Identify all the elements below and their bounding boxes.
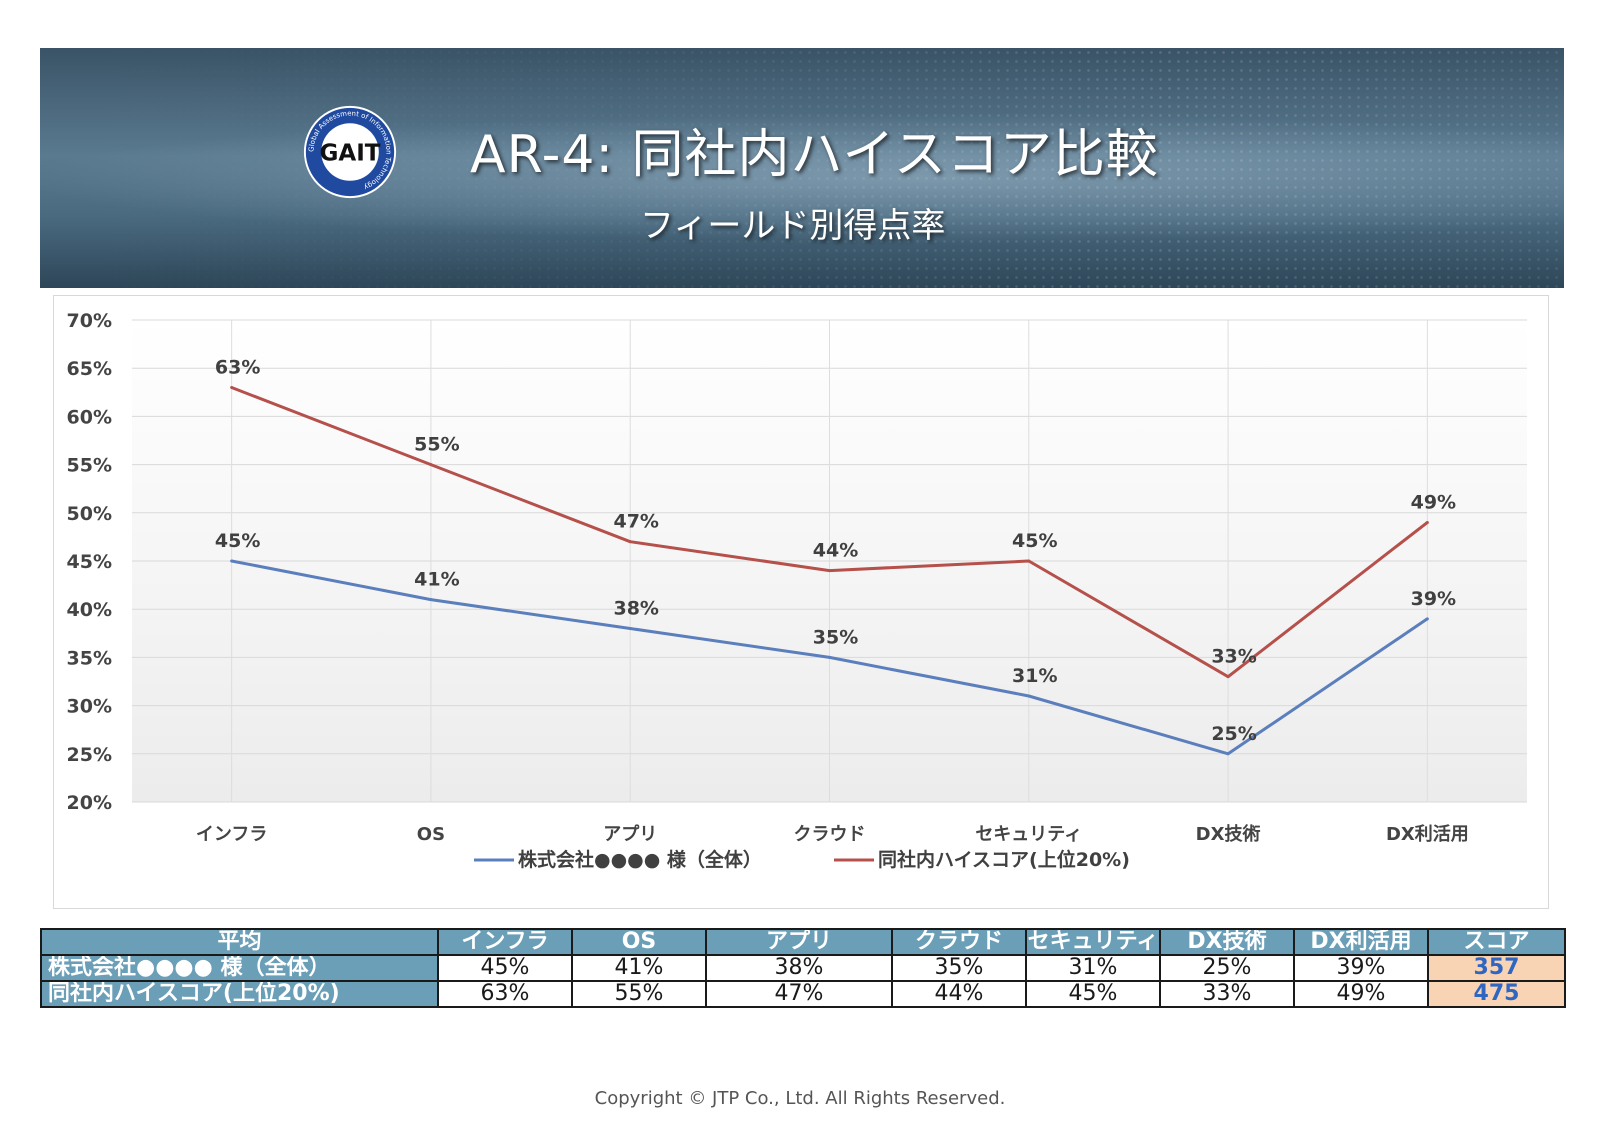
data-point bbox=[1226, 752, 1230, 756]
table-cell: 39% bbox=[1293, 954, 1429, 982]
line-chart-panel: 20% 25% 30% 35% 40% 45% 50% 55% 60% 65% 70% インフラ OS ア… bbox=[53, 295, 1549, 909]
data-label: 41% bbox=[414, 569, 459, 591]
banner-pattern bbox=[40, 48, 1564, 288]
logo-text: GAIT bbox=[319, 141, 380, 167]
table-cell: 38% bbox=[705, 954, 893, 982]
table-cell: 31% bbox=[1025, 954, 1161, 982]
data-point bbox=[230, 385, 234, 389]
data-label: 25% bbox=[1211, 723, 1256, 745]
table-cell: 49% bbox=[1293, 980, 1429, 1008]
data-label: 47% bbox=[613, 511, 658, 533]
table-header-cell: DX利活用 bbox=[1293, 928, 1429, 956]
copyright-text: Copyright © JTP Co., Ltd. All Rights Res… bbox=[594, 1088, 1006, 1109]
data-label: 45% bbox=[215, 530, 260, 552]
data-point bbox=[1027, 694, 1031, 698]
table-row: 株式会社●●●● 様（全体） 45% 41% 38% 35% 31% 25% 3… bbox=[40, 954, 1566, 982]
table-header-cell: スコア bbox=[1427, 928, 1566, 956]
data-point bbox=[429, 463, 433, 467]
table-cell: 33% bbox=[1159, 980, 1295, 1008]
y-tick-label: 65% bbox=[67, 358, 112, 380]
x-tick-label: アプリ bbox=[603, 823, 657, 845]
table-cell: 25% bbox=[1159, 954, 1295, 982]
table-cell: 55% bbox=[571, 980, 707, 1008]
data-label: 39% bbox=[1411, 588, 1456, 610]
line-chart: 20% 25% 30% 35% 40% 45% 50% 55% 60% 65% 70% インフラ OS ア… bbox=[67, 310, 1527, 871]
table-header-cell: 平均 bbox=[40, 928, 439, 956]
table-cell: 44% bbox=[891, 980, 1027, 1008]
data-point bbox=[1226, 675, 1230, 679]
x-tick-label: インフラ bbox=[196, 824, 267, 845]
y-tick-label: 45% bbox=[67, 551, 112, 573]
score-cell: 357 bbox=[1427, 954, 1566, 982]
row-label: 同社内ハイスコア(上位20%) bbox=[40, 980, 439, 1008]
table-header-row: 平均 インフラ OS アプリ クラウド セキュリティ DX技術 DX利活用 スコ… bbox=[40, 928, 1566, 956]
legend-label: 同社内ハイスコア(上位20%) bbox=[878, 848, 1130, 871]
row-label: 株式会社●●●● 様（全体） bbox=[40, 954, 439, 982]
banner-glow bbox=[40, 108, 1564, 248]
data-point bbox=[429, 598, 433, 602]
x-tick-label: クラウド bbox=[794, 824, 866, 845]
table-header-cell: クラウド bbox=[891, 928, 1027, 956]
data-point bbox=[230, 559, 234, 563]
data-label: 55% bbox=[414, 434, 459, 456]
table-cell: 45% bbox=[1025, 980, 1161, 1008]
table-header-cell: インフラ bbox=[437, 928, 573, 956]
y-tick-label: 35% bbox=[67, 647, 112, 669]
y-tick-label: 30% bbox=[67, 696, 112, 718]
score-table: 平均 インフラ OS アプリ クラウド セキュリティ DX技術 DX利活用 スコ… bbox=[40, 928, 1566, 1008]
data-label: 44% bbox=[813, 540, 858, 562]
score-cell: 475 bbox=[1427, 980, 1566, 1008]
y-tick-label: 20% bbox=[67, 792, 112, 814]
y-tick-label: 70% bbox=[67, 310, 112, 332]
page-title: AR-4: 同社内ハイスコア比較 bbox=[470, 125, 1159, 185]
table-cell: 41% bbox=[571, 954, 707, 982]
data-label: 33% bbox=[1211, 646, 1256, 668]
y-tick-label: 40% bbox=[67, 599, 112, 621]
data-point bbox=[828, 569, 831, 573]
table-header-cell: セキュリティ bbox=[1025, 928, 1161, 956]
data-label: 49% bbox=[1411, 491, 1456, 513]
data-point bbox=[828, 655, 831, 659]
page-subtitle: フィールド別得点率 bbox=[640, 206, 946, 246]
table-row: 同社内ハイスコア(上位20%) 63% 55% 47% 44% 45% 33% … bbox=[40, 980, 1566, 1008]
table-cell: 47% bbox=[705, 980, 893, 1008]
x-tick-label: DX利活用 bbox=[1386, 823, 1469, 845]
y-tick-label: 25% bbox=[67, 744, 112, 766]
table-cell: 45% bbox=[437, 954, 573, 982]
y-tick-label: 50% bbox=[67, 503, 112, 525]
data-label: 31% bbox=[1012, 665, 1057, 687]
table-header-cell: アプリ bbox=[705, 928, 893, 956]
x-tick-label: OS bbox=[417, 824, 445, 845]
data-point bbox=[1027, 559, 1031, 563]
gait-logo: Global Assessment of Information Technol… bbox=[303, 105, 397, 199]
legend-label: 株式会社●●●● 様（全体） bbox=[518, 848, 762, 871]
data-point bbox=[628, 540, 632, 544]
data-point bbox=[1425, 520, 1429, 524]
table-cell: 35% bbox=[891, 954, 1027, 982]
data-label: 35% bbox=[813, 626, 858, 648]
data-point bbox=[1425, 617, 1429, 621]
data-label: 45% bbox=[1012, 530, 1057, 552]
y-tick-label: 60% bbox=[67, 406, 112, 428]
header-banner: Global Assessment of Information Technol… bbox=[40, 48, 1564, 288]
data-point bbox=[628, 626, 632, 630]
table-header-cell: OS bbox=[571, 928, 707, 956]
table-cell: 63% bbox=[437, 980, 573, 1008]
data-label: 38% bbox=[613, 597, 658, 619]
table-header-cell: DX技術 bbox=[1159, 928, 1295, 956]
data-label: 63% bbox=[215, 356, 260, 378]
x-tick-label: セキュリティ bbox=[975, 824, 1082, 845]
x-tick-label: DX技術 bbox=[1196, 823, 1261, 845]
y-tick-label: 55% bbox=[67, 455, 112, 477]
